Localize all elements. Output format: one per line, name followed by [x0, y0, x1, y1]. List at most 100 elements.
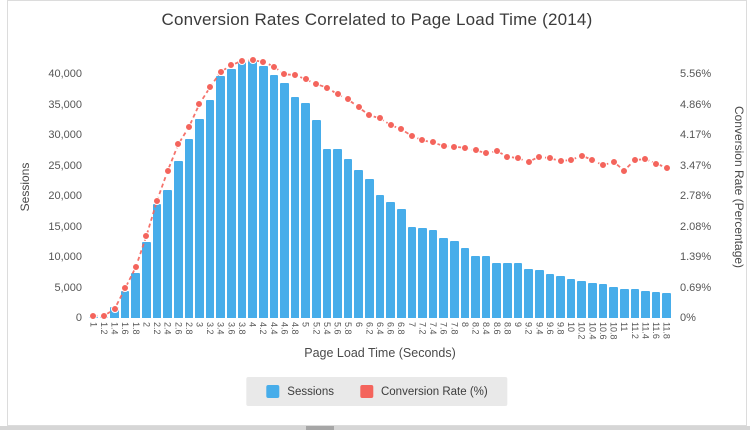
conversion-rate-dot[interactable] [99, 311, 108, 320]
conversion-rate-dot[interactable] [216, 67, 225, 76]
sessions-bar[interactable] [227, 68, 236, 318]
sessions-bar[interactable] [545, 274, 555, 318]
sessions-bar[interactable] [152, 203, 162, 318]
sessions-bar[interactable] [524, 268, 533, 318]
conversion-rate-dot[interactable] [322, 83, 331, 92]
conversion-rate-dot[interactable] [174, 140, 183, 149]
sessions-bar[interactable] [354, 169, 364, 318]
sessions-bar[interactable] [513, 262, 523, 318]
conversion-rate-dot[interactable] [620, 166, 629, 175]
conversion-rate-dot[interactable] [535, 152, 544, 161]
sessions-bar[interactable] [396, 209, 406, 318]
conversion-rate-dot[interactable] [163, 166, 172, 175]
conversion-rate-dot[interactable] [407, 131, 416, 140]
conversion-rate-dot[interactable] [184, 123, 193, 132]
sessions-bar[interactable] [120, 291, 130, 318]
sessions-bar[interactable] [184, 138, 194, 318]
conversion-rate-dot[interactable] [269, 62, 278, 71]
sessions-bar[interactable] [269, 75, 279, 318]
conversion-rate-dot[interactable] [195, 99, 204, 108]
conversion-rate-dot[interactable] [142, 231, 151, 240]
sessions-bar[interactable] [630, 289, 640, 318]
sessions-bar[interactable] [375, 195, 385, 318]
sessions-bar[interactable] [216, 75, 226, 318]
sessions-bar[interactable] [311, 119, 321, 318]
conversion-rate-dot[interactable] [89, 311, 98, 320]
conversion-rate-dot[interactable] [630, 156, 639, 164]
sessions-bar[interactable] [503, 262, 512, 318]
sessions-bar[interactable] [365, 178, 374, 318]
sessions-bar[interactable] [450, 241, 459, 318]
sessions-bar[interactable] [534, 270, 544, 318]
conversion-rate-dot[interactable] [439, 141, 448, 150]
sessions-bar[interactable] [407, 226, 417, 318]
conversion-rate-dot[interactable] [344, 95, 353, 104]
conversion-rate-dot[interactable] [227, 61, 236, 70]
sessions-bar[interactable] [588, 282, 597, 318]
conversion-rate-dot[interactable] [280, 70, 289, 79]
legend-item-sessions[interactable]: Sessions [266, 385, 334, 398]
sessions-bar[interactable] [460, 247, 470, 318]
sessions-bar[interactable] [598, 284, 608, 318]
conversion-rate-dot[interactable] [418, 136, 427, 145]
sessions-bar[interactable] [343, 159, 353, 318]
conversion-rate-dot[interactable] [524, 157, 533, 166]
conversion-rate-dot[interactable] [577, 151, 586, 160]
sessions-bar[interactable] [205, 100, 215, 318]
conversion-rate-dot[interactable] [641, 155, 650, 164]
conversion-rate-dot[interactable] [386, 120, 395, 129]
conversion-rate-dot[interactable] [131, 263, 140, 272]
conversion-rate-dot[interactable] [376, 114, 384, 123]
conversion-rate-dot[interactable] [429, 138, 438, 147]
sessions-bar[interactable] [333, 149, 342, 318]
sessions-bar[interactable] [492, 262, 502, 318]
sessions-bar[interactable] [280, 82, 289, 318]
sessions-bar[interactable] [651, 292, 661, 318]
horizontal-scrollbar-track[interactable] [0, 426, 750, 430]
conversion-rate-dot[interactable] [237, 56, 246, 65]
sessions-bar[interactable] [301, 102, 310, 318]
conversion-rate-dot[interactable] [312, 80, 321, 89]
sessions-bar[interactable] [142, 242, 151, 318]
conversion-rate-dot[interactable] [503, 152, 512, 161]
conversion-rate-dot[interactable] [471, 146, 480, 155]
conversion-rate-dot[interactable] [609, 157, 618, 166]
conversion-rate-dot[interactable] [567, 156, 576, 164]
conversion-rate-dot[interactable] [301, 75, 310, 84]
sessions-bar[interactable] [577, 281, 587, 318]
conversion-rate-dot[interactable] [110, 305, 119, 314]
conversion-rate-dot[interactable] [460, 143, 469, 152]
sessions-bar[interactable] [237, 62, 247, 318]
sessions-bar[interactable] [619, 288, 629, 318]
sessions-bar[interactable] [641, 291, 650, 318]
sessions-bar[interactable] [566, 279, 576, 318]
sessions-bar[interactable] [163, 189, 172, 318]
sessions-bar[interactable] [662, 292, 671, 318]
sessions-bar[interactable] [418, 227, 427, 318]
conversion-rate-dot[interactable] [492, 147, 501, 156]
conversion-rate-dot[interactable] [248, 56, 257, 65]
conversion-rate-dot[interactable] [556, 156, 565, 165]
sessions-bar[interactable] [322, 149, 332, 318]
conversion-rate-dot[interactable] [365, 111, 374, 120]
conversion-rate-dot[interactable] [206, 83, 215, 92]
conversion-rate-dot[interactable] [153, 196, 162, 205]
conversion-rate-dot[interactable] [545, 154, 554, 163]
legend-item-conversion-rate[interactable]: Conversion Rate (%) [359, 385, 488, 398]
sessions-bar[interactable] [481, 256, 491, 318]
conversion-rate-dot[interactable] [291, 70, 300, 79]
sessions-bar[interactable] [248, 61, 257, 318]
conversion-rate-dot[interactable] [121, 284, 130, 293]
conversion-rate-dot[interactable] [333, 90, 342, 99]
sessions-bar[interactable] [173, 160, 183, 318]
sessions-bar[interactable] [428, 229, 438, 318]
conversion-rate-dot[interactable] [662, 163, 671, 172]
sessions-bar[interactable] [195, 119, 204, 318]
conversion-rate-dot[interactable] [354, 103, 363, 112]
conversion-rate-dot[interactable] [598, 161, 607, 170]
sessions-bar[interactable] [439, 238, 448, 318]
conversion-rate-dot[interactable] [482, 148, 491, 157]
conversion-rate-dot[interactable] [588, 156, 597, 164]
sessions-bar[interactable] [386, 201, 395, 318]
horizontal-scrollbar-thumb[interactable] [306, 426, 334, 430]
